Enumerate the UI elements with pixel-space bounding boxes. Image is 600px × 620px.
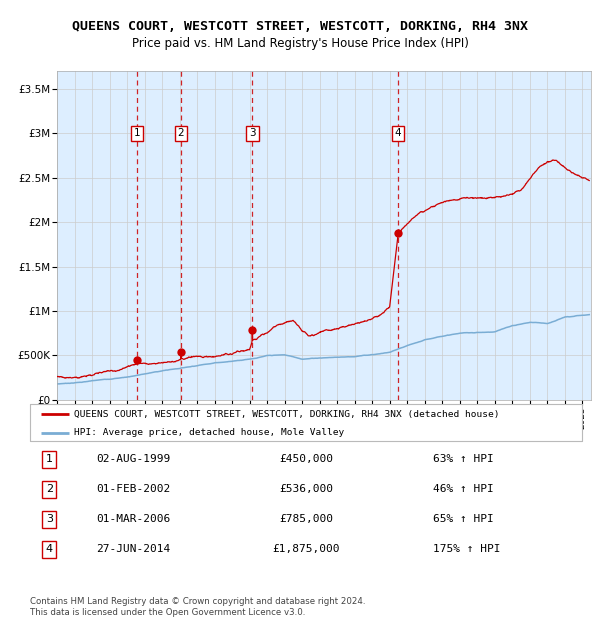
Text: £536,000: £536,000 xyxy=(279,484,333,494)
Text: £1,875,000: £1,875,000 xyxy=(272,544,340,554)
Text: 4: 4 xyxy=(395,128,401,138)
Text: 01-MAR-2006: 01-MAR-2006 xyxy=(96,515,170,525)
Text: 63% ↑ HPI: 63% ↑ HPI xyxy=(433,454,494,464)
Text: 3: 3 xyxy=(249,128,256,138)
Text: HPI: Average price, detached house, Mole Valley: HPI: Average price, detached house, Mole… xyxy=(74,428,344,437)
Text: 4: 4 xyxy=(46,544,53,554)
Text: 175% ↑ HPI: 175% ↑ HPI xyxy=(433,544,500,554)
Text: 01-FEB-2002: 01-FEB-2002 xyxy=(96,484,170,494)
Text: 3: 3 xyxy=(46,515,53,525)
Text: 2: 2 xyxy=(46,484,53,494)
Text: QUEENS COURT, WESTCOTT STREET, WESTCOTT, DORKING, RH4 3NX: QUEENS COURT, WESTCOTT STREET, WESTCOTT,… xyxy=(72,20,528,33)
Text: 1: 1 xyxy=(46,454,53,464)
Text: 65% ↑ HPI: 65% ↑ HPI xyxy=(433,515,494,525)
Text: 02-AUG-1999: 02-AUG-1999 xyxy=(96,454,170,464)
Text: Price paid vs. HM Land Registry's House Price Index (HPI): Price paid vs. HM Land Registry's House … xyxy=(131,37,469,50)
Text: QUEENS COURT, WESTCOTT STREET, WESTCOTT, DORKING, RH4 3NX (detached house): QUEENS COURT, WESTCOTT STREET, WESTCOTT,… xyxy=(74,410,500,419)
Text: 2: 2 xyxy=(178,128,184,138)
Text: Contains HM Land Registry data © Crown copyright and database right 2024.
This d: Contains HM Land Registry data © Crown c… xyxy=(30,598,365,617)
Text: £785,000: £785,000 xyxy=(279,515,333,525)
Text: 46% ↑ HPI: 46% ↑ HPI xyxy=(433,484,494,494)
Text: £450,000: £450,000 xyxy=(279,454,333,464)
Text: 1: 1 xyxy=(134,128,140,138)
Text: 27-JUN-2014: 27-JUN-2014 xyxy=(96,544,170,554)
